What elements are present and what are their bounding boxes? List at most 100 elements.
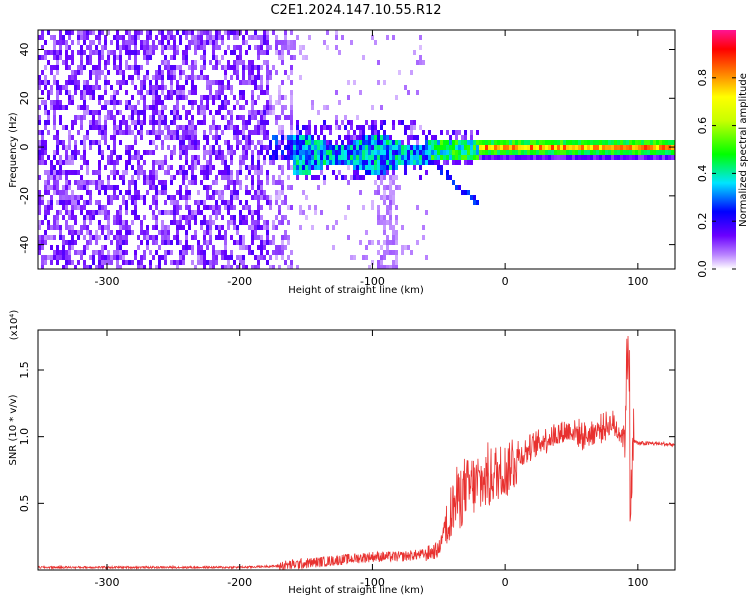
heatmap-cell bbox=[236, 60, 239, 65]
heatmap-cell bbox=[158, 100, 161, 105]
heatmap-cell bbox=[65, 250, 68, 255]
heatmap-cell bbox=[278, 50, 281, 55]
heatmap-cell bbox=[122, 175, 125, 180]
heatmap-cell bbox=[377, 80, 380, 85]
heatmap-cell bbox=[212, 65, 215, 70]
heatmap-cell bbox=[56, 80, 59, 85]
heatmap-cell bbox=[659, 145, 662, 150]
heatmap-cell bbox=[233, 35, 236, 40]
heatmap-cell bbox=[59, 100, 62, 105]
heatmap-cell bbox=[218, 250, 221, 255]
heatmap-cell bbox=[386, 35, 389, 40]
heatmap-cell bbox=[311, 140, 314, 145]
heatmap-cell bbox=[239, 185, 242, 190]
heatmap-cell bbox=[407, 90, 410, 95]
heatmap-cell bbox=[224, 85, 227, 90]
heatmap-cell bbox=[266, 235, 269, 240]
heatmap-cell bbox=[242, 130, 245, 135]
heatmap-cell bbox=[149, 260, 152, 265]
heatmap-cell bbox=[92, 255, 95, 260]
heatmap-cell bbox=[140, 170, 143, 175]
heatmap-cell bbox=[272, 175, 275, 180]
heatmap-cell bbox=[170, 180, 173, 185]
heatmap-cell bbox=[119, 35, 122, 40]
heatmap-cell bbox=[62, 60, 65, 65]
heatmap-cell bbox=[179, 90, 182, 95]
heatmap-cell bbox=[326, 145, 329, 150]
heatmap-cell bbox=[122, 40, 125, 45]
heatmap-cell bbox=[272, 155, 275, 160]
heatmap-cell bbox=[317, 135, 320, 140]
y-tick-label: 40 bbox=[18, 43, 31, 57]
heatmap-cell bbox=[251, 235, 254, 240]
heatmap-cell bbox=[65, 205, 68, 210]
heatmap-cell bbox=[302, 160, 305, 165]
heatmap-cell bbox=[227, 220, 230, 225]
heatmap-cell bbox=[95, 230, 98, 235]
heatmap-cell bbox=[128, 105, 131, 110]
heatmap-cell bbox=[344, 155, 347, 160]
heatmap-cell bbox=[665, 150, 668, 155]
heatmap-cell bbox=[389, 140, 392, 145]
heatmap-cell bbox=[605, 145, 608, 150]
heatmap-cell bbox=[62, 190, 65, 195]
heatmap-cell bbox=[206, 135, 209, 140]
heatmap-cell bbox=[173, 70, 176, 75]
heatmap-cell bbox=[281, 125, 284, 130]
heatmap-cell bbox=[239, 50, 242, 55]
heatmap-cell bbox=[176, 95, 179, 100]
heatmap-cell bbox=[230, 170, 233, 175]
heatmap-cell bbox=[260, 130, 263, 135]
heatmap-cell bbox=[134, 140, 137, 145]
heatmap-cell bbox=[107, 80, 110, 85]
heatmap-cell bbox=[89, 75, 92, 80]
heatmap-cell bbox=[296, 35, 299, 40]
heatmap-cell bbox=[374, 190, 377, 195]
heatmap-cell bbox=[215, 260, 218, 265]
heatmap-cell bbox=[38, 120, 41, 125]
heatmap-cell bbox=[662, 145, 665, 150]
heatmap-cell bbox=[266, 75, 269, 80]
heatmap-cell bbox=[251, 195, 254, 200]
heatmap-cell bbox=[347, 95, 350, 100]
heatmap-cell bbox=[374, 140, 377, 145]
heatmap-cell bbox=[176, 110, 179, 115]
heatmap-cell bbox=[506, 150, 509, 155]
heatmap-cell bbox=[242, 80, 245, 85]
heatmap-cell bbox=[224, 265, 227, 269]
heatmap-cell bbox=[119, 70, 122, 75]
heatmap-cell bbox=[233, 260, 236, 265]
heatmap-cell bbox=[377, 150, 380, 155]
heatmap-cell bbox=[119, 205, 122, 210]
heatmap-cell bbox=[587, 145, 590, 150]
heatmap-cell bbox=[125, 40, 128, 45]
heatmap-cell bbox=[233, 125, 236, 130]
heatmap-cell bbox=[371, 160, 374, 165]
heatmap-cell bbox=[44, 210, 47, 215]
heatmap-cell bbox=[539, 155, 542, 160]
heatmap-cell bbox=[134, 200, 137, 205]
heatmap-cell bbox=[491, 145, 494, 150]
heatmap-cell bbox=[347, 135, 350, 140]
heatmap-cell bbox=[305, 140, 308, 145]
heatmap-cell bbox=[107, 175, 110, 180]
heatmap-cell bbox=[383, 165, 386, 170]
heatmap-cell bbox=[242, 160, 245, 165]
heatmap-cell bbox=[197, 155, 200, 160]
heatmap-cell bbox=[227, 125, 230, 130]
heatmap-cell bbox=[380, 255, 383, 260]
heatmap-cell bbox=[176, 90, 179, 95]
heatmap-cell bbox=[266, 85, 269, 90]
heatmap-cell bbox=[134, 150, 137, 155]
heatmap-cell bbox=[200, 255, 203, 260]
heatmap-cell bbox=[155, 100, 158, 105]
heatmap-cell bbox=[119, 80, 122, 85]
heatmap-cell bbox=[170, 120, 173, 125]
heatmap-cell bbox=[449, 155, 452, 160]
heatmap-cell bbox=[62, 170, 65, 175]
heatmap-cell bbox=[137, 110, 140, 115]
heatmap-cell bbox=[431, 140, 434, 145]
heatmap-cell bbox=[209, 145, 212, 150]
heatmap-cell bbox=[326, 45, 329, 50]
heatmap-cell bbox=[137, 165, 140, 170]
